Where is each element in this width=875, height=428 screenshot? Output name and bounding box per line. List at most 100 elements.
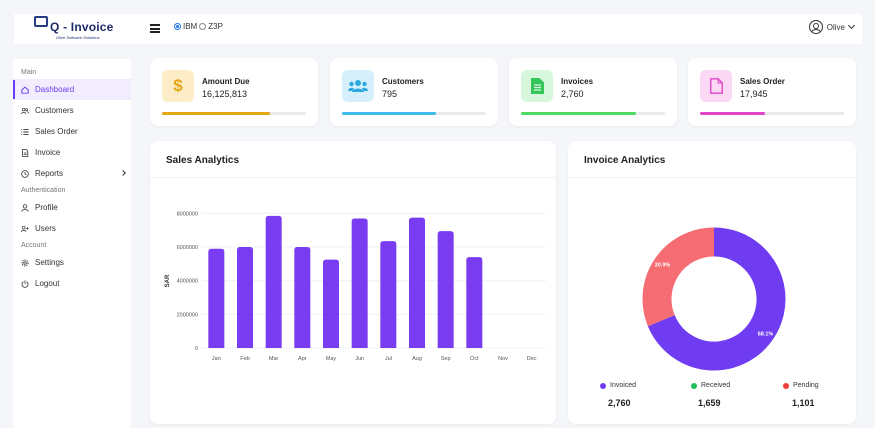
sidebar-item-users[interactable]: Users [13,218,131,239]
sidebar-item-profile[interactable]: Profile [13,197,131,218]
progress-track [521,112,665,115]
menu-toggle-icon[interactable] [150,24,160,33]
bar [437,231,454,348]
stat-value: 16,125,813 [202,89,248,99]
stat-card-invoices[interactable]: Invoices 2,760 [509,58,677,126]
stat-label: Customers [382,77,424,86]
progress-fill [521,112,637,115]
document-icon [521,70,553,102]
sidebar-item-settings[interactable]: Settings [13,252,131,273]
sidebar-item-label: Invoice [35,148,61,157]
sidebar-section-authentication: Authentication [21,187,66,194]
clock-icon [21,169,29,178]
bar [380,241,397,348]
bar [208,248,225,348]
progress-track [342,112,486,115]
x-tick-label: Apr [298,356,307,362]
y-tick-label: 4000000 [177,279,198,285]
logo[interactable]: Q - Invoice Olive Software Solutions [14,14,132,44]
chevron-right-icon [120,170,126,176]
document-icon [21,148,29,157]
sidebar-item-reports[interactable]: Reports [13,163,131,184]
radio-z3p[interactable] [199,23,207,30]
list-icon [21,128,29,136]
user-avatar-icon [808,20,823,34]
sidebar-item-label: Sales Order [35,127,78,136]
stat-label: Amount Due [202,77,250,86]
bar [323,259,339,348]
progress-fill [700,112,765,115]
sidebar-item-label: Settings [35,258,64,267]
x-tick-label: Jun [355,356,364,362]
x-tick-label: Jul [385,356,392,362]
power-icon [21,279,29,288]
file-icon [700,70,732,102]
progress-fill [162,112,270,115]
stat-card-amount-due[interactable]: $ Amount Due 16,125,813 [150,58,318,126]
legend-label: Received [701,382,731,389]
sidebar-item-sales-order[interactable]: Sales Order [13,121,131,142]
x-tick-label: Sep [441,356,451,362]
stat-card-customers[interactable]: Customers 795 [330,58,498,126]
x-tick-label: Nov [498,356,508,362]
sidebar-item-label: Dashboard [35,85,75,94]
progress-track [162,112,306,115]
company-selector: IBM Z3P [174,22,223,31]
x-tick-label: Jan [212,356,221,362]
x-tick-label: Dec [527,356,537,362]
legend-value: 1,101 [792,398,815,408]
divider [568,177,856,178]
sales-analytics-title: Sales Analytics [166,155,240,166]
donut-slice [642,227,715,327]
sales-analytics-card: Sales Analytics 0 2000000 4000000 6000000 80… [150,141,556,424]
sidebar-item-label: Logout [35,279,60,288]
x-tick-label: Feb [240,356,249,362]
sidebar-item-label: Customers [35,106,74,115]
radio-ibm-label: IBM [183,22,198,31]
progress-track [700,112,844,115]
invoice-analytics-title: Invoice Analytics [584,155,666,166]
chevron-down-icon [847,21,856,30]
sidebar-item-invoice[interactable]: Invoice [13,142,131,163]
bar [466,257,483,348]
dollar-icon: $ [162,70,194,102]
y-tick-label: 8000000 [177,211,198,217]
bar [409,217,425,348]
data-label: 30.9% [655,262,671,268]
logo-tagline: Olive Software Solutions [56,35,100,40]
gear-icon [21,258,29,267]
invoice-analytics-card: Invoice Analytics 68.1% 30.9% Invoiced 2,… [568,141,856,424]
sales-bar-chart: 0 2000000 4000000 6000000 8000000 SAR Jan Feb Ma… [165,211,546,362]
y-tick-label: 2000000 [177,312,198,318]
y-tick-label: 6000000 [177,245,198,251]
sidebar-item-label: Profile [35,203,58,212]
x-tick-label: Mar [269,356,279,362]
stat-card-sales-order[interactable]: Sales Order 17,945 [688,58,856,126]
radio-ibm[interactable] [174,23,181,30]
sidebar-section-account: Account [21,242,47,249]
x-tick-label: Aug [412,356,422,362]
users-icon [342,70,374,102]
users-icon [21,107,29,115]
sidebar-item-logout[interactable]: Logout [13,273,131,294]
legend-dot [600,382,606,389]
sidebar-item-dashboard[interactable]: Dashboard [13,79,131,100]
invoice-donut-chart: 68.1% 30.9% [642,227,786,371]
stat-label: Sales Order [740,77,785,86]
stat-value: 795 [382,89,398,99]
sidebar-section-main: Main [21,69,37,76]
sidebar-item-label: Reports [35,169,64,178]
user-menu[interactable]: Olive [808,20,856,34]
user-add-icon [21,225,29,233]
bar [237,247,253,348]
data-label: 68.1% [758,332,774,338]
legend-received: Received [691,382,730,389]
top-header: Q - Invoice Olive Software Solutions IBM… [14,14,862,44]
divider [150,177,556,178]
x-tick-label: May [326,356,337,362]
stat-value: 2,760 [561,89,584,99]
legend-value: 2,760 [608,398,631,408]
stat-value: 17,945 [740,89,768,99]
sidebar-item-customers[interactable]: Customers [13,100,131,121]
bar [265,215,282,348]
